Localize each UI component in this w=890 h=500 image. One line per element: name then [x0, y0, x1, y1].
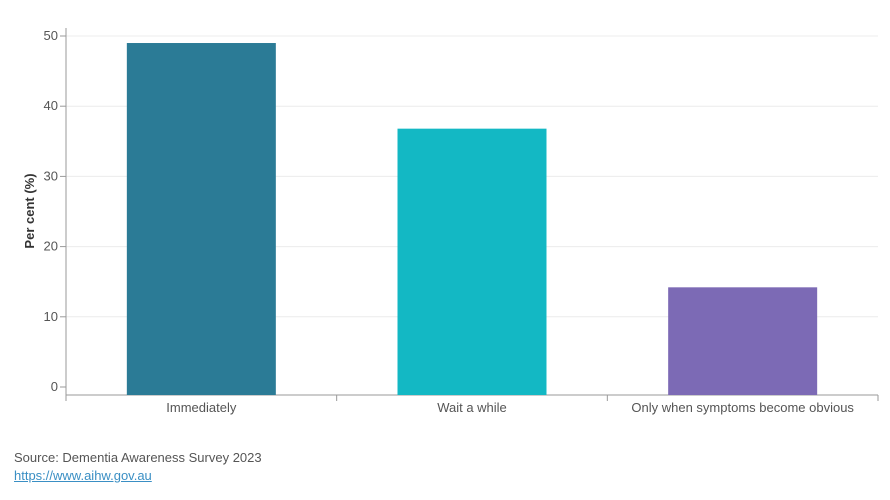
y-tick-label: 40 — [44, 98, 58, 113]
source-link[interactable]: https://www.aihw.gov.au — [14, 468, 152, 483]
bar — [126, 43, 276, 396]
y-axis-ticks: 0 10 20 30 40 50 — [44, 28, 66, 394]
bars — [126, 43, 818, 396]
x-tick-label: Wait a while — [437, 400, 507, 415]
bar — [668, 287, 818, 395]
bar — [397, 128, 547, 395]
x-axis-ticks: Immediately Wait a while Only when symptom… — [65, 395, 879, 415]
y-tick-label: 30 — [44, 168, 58, 183]
x-tick-label: Immediately — [166, 400, 237, 415]
y-tick-label: 20 — [44, 239, 58, 254]
y-tick-label: 10 — [44, 309, 58, 324]
footer: Source: Dementia Awareness Survey 2023 h… — [14, 449, 262, 485]
y-axis-title: Per cent (%) — [22, 173, 37, 248]
bar-chart: 0 10 20 30 40 50 Immediately Wait a while Only … — [22, 28, 879, 415]
source-note: Source: Dementia Awareness Survey 2023 — [14, 450, 262, 465]
y-tick-label: 0 — [51, 379, 58, 394]
x-tick-label: Only when symptoms become obvious — [631, 400, 854, 415]
y-tick-label: 50 — [44, 28, 58, 43]
